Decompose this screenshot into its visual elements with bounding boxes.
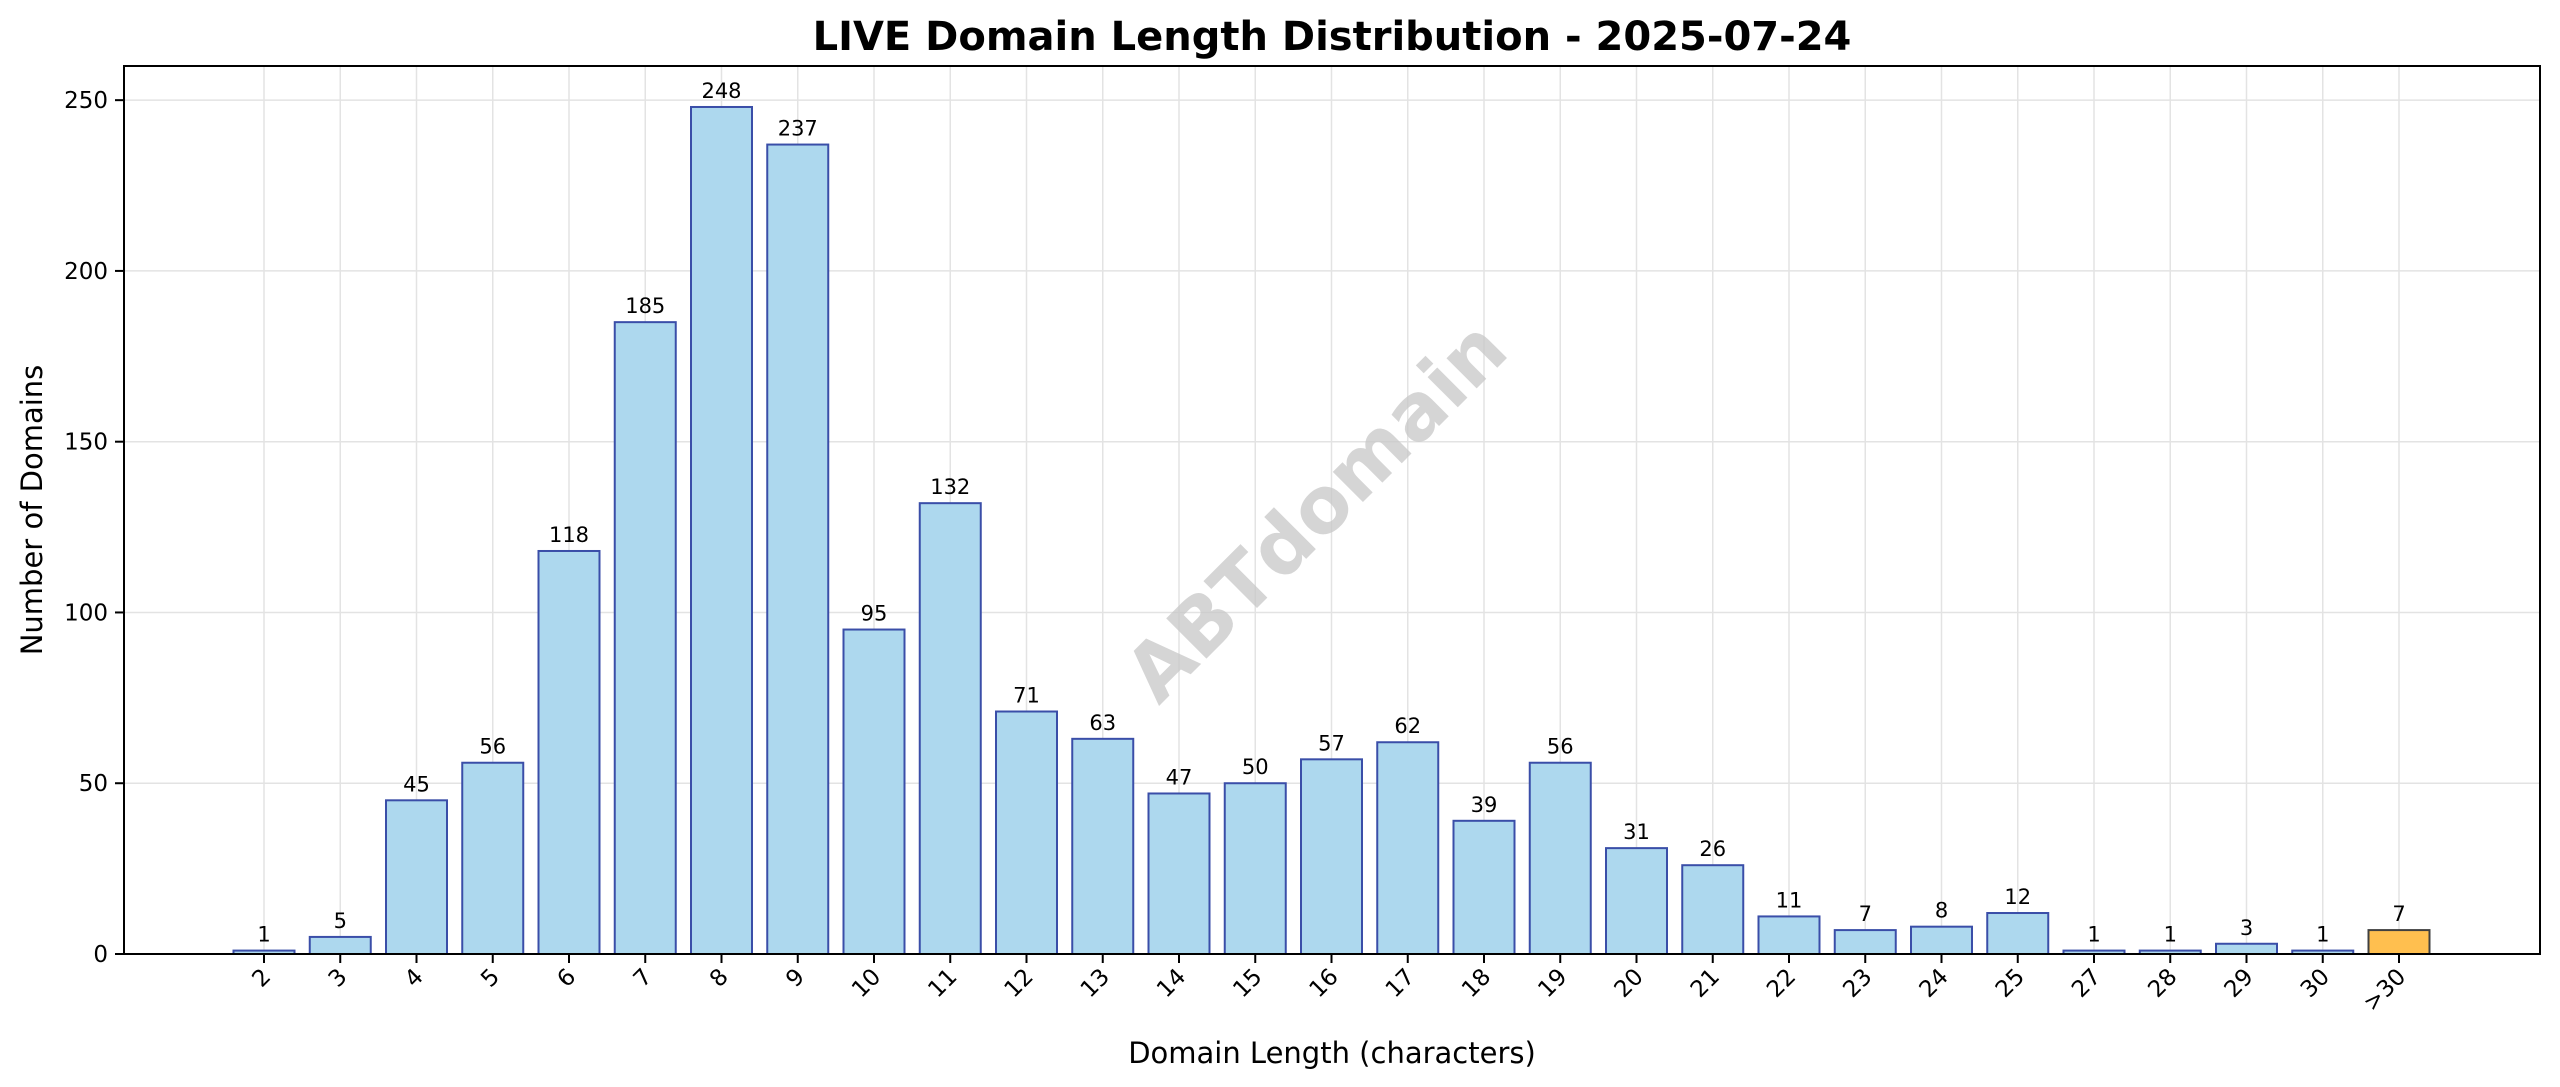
y-tick-label: 50	[79, 771, 108, 797]
y-tick-label: 100	[64, 600, 108, 626]
data-label-27: 1	[2087, 923, 2100, 947]
x-axis-label: Domain Length (characters)	[1128, 1036, 1536, 1070]
x-tick-label-11: 11	[923, 964, 962, 1003]
data-label-30: 1	[2316, 923, 2329, 947]
data-label-6: 118	[549, 523, 589, 547]
data-label-21: 26	[1699, 837, 1726, 861]
x-tick-label-8: 8	[705, 964, 734, 993]
bar-10	[842, 628, 906, 955]
x-tick-label-16: 16	[1305, 964, 1344, 1003]
x-tick-label-19: 19	[1533, 964, 1572, 1003]
bar-25	[1986, 912, 2050, 955]
bar-29	[2215, 942, 2278, 955]
bar-20	[1605, 847, 1668, 955]
data-label-23: 7	[1859, 902, 1872, 926]
data-label-3: 5	[334, 909, 347, 933]
x-tick-label-29: 29	[2220, 964, 2259, 1003]
data-label-28: 1	[2164, 923, 2177, 947]
chart-title: LIVE Domain Length Distribution - 2025-0…	[813, 14, 1852, 60]
x-tick-label-18: 18	[1457, 964, 1496, 1003]
x-tick-label-14: 14	[1152, 964, 1191, 1003]
x-tick-label->30: >30	[2359, 964, 2412, 1017]
y-tick-label: 150	[64, 430, 108, 456]
bar-23	[1833, 929, 1897, 955]
bar-4	[385, 799, 448, 955]
x-axis-ticks: 2 3 4 5 6 7 8 9 10 11 12 13 14 15 16 17 18 19 20 21 22 23 24 25…	[248, 954, 2412, 1017]
bar-24	[1910, 925, 1973, 956]
data-label->30: 7	[2392, 902, 2405, 926]
bar-13	[1071, 737, 1135, 955]
data-label-5: 56	[479, 735, 506, 759]
y-tick-label: 200	[64, 259, 108, 285]
data-label-22: 11	[1776, 888, 1803, 912]
bar-3	[308, 935, 372, 956]
data-label-2: 1	[257, 923, 270, 947]
x-tick-label-4: 4	[400, 964, 429, 993]
data-label-16: 57	[1318, 731, 1345, 755]
bar-16	[1300, 758, 1363, 955]
data-label-10: 95	[861, 602, 888, 626]
x-tick-label-9: 9	[781, 964, 810, 993]
data-label-7: 185	[625, 294, 665, 318]
data-label-14: 47	[1166, 765, 1193, 789]
x-tick-label-27: 27	[2067, 964, 2106, 1003]
bar-21	[1681, 864, 1745, 956]
y-tick-label: 250	[64, 88, 108, 114]
data-label-15: 50	[1242, 755, 1269, 779]
bar-9	[766, 143, 830, 956]
x-tick-label-2: 2	[248, 964, 277, 993]
x-tick-label-28: 28	[2143, 964, 2182, 1003]
x-tick-label-22: 22	[1762, 964, 1801, 1003]
y-axis-label: Number of Domains	[15, 365, 49, 656]
y-axis-ticks: 0 50 100 150 200 250	[64, 88, 124, 968]
x-tick-label-17: 17	[1381, 964, 1420, 1003]
data-label-12: 71	[1013, 684, 1040, 708]
x-tick-label-3: 3	[324, 964, 353, 993]
x-tick-label-24: 24	[1915, 964, 1954, 1003]
bar-7	[613, 321, 677, 955]
x-tick-label-25: 25	[1991, 964, 2030, 1003]
bar-12	[995, 710, 1058, 955]
data-label-20: 31	[1623, 820, 1650, 844]
bar-5	[461, 761, 525, 955]
data-label-29: 3	[2240, 916, 2253, 940]
bar-11	[918, 502, 982, 955]
bar-22	[1757, 915, 1821, 956]
data-label-18: 39	[1471, 793, 1498, 817]
x-tick-label-23: 23	[1838, 964, 1877, 1003]
bar->30	[2367, 929, 2431, 955]
x-tick-label-7: 7	[629, 964, 658, 993]
bar-14	[1147, 792, 1211, 955]
bar-19	[1528, 761, 1592, 955]
x-tick-label-10: 10	[847, 964, 886, 1003]
x-tick-label-15: 15	[1228, 964, 1267, 1003]
x-tick-label-6: 6	[553, 964, 582, 993]
data-label-8: 248	[701, 79, 741, 103]
bars	[232, 105, 2431, 956]
data-label-4: 45	[403, 772, 430, 796]
x-tick-label-21: 21	[1686, 964, 1725, 1003]
watermark: ABTdomain	[1109, 304, 1525, 720]
bar-17	[1376, 741, 1440, 955]
data-label-13: 63	[1089, 711, 1116, 735]
data-label-25: 12	[2004, 885, 2031, 909]
x-tick-label-20: 20	[1610, 964, 1649, 1003]
bar-15	[1223, 782, 1287, 955]
y-tick-label: 0	[93, 942, 108, 968]
x-tick-label-13: 13	[1076, 964, 1115, 1003]
x-tick-label-5: 5	[476, 964, 505, 993]
bar-8	[690, 105, 753, 955]
data-label-19: 56	[1547, 735, 1574, 759]
x-tick-label-12: 12	[1000, 964, 1039, 1003]
data-label-17: 62	[1394, 714, 1421, 738]
data-label-24: 8	[1935, 899, 1948, 923]
bar-18	[1452, 819, 1516, 955]
x-tick-label-30: 30	[2296, 964, 2335, 1003]
data-label-9: 237	[778, 117, 818, 141]
bar-6	[537, 549, 601, 955]
data-label-11: 132	[930, 475, 970, 499]
